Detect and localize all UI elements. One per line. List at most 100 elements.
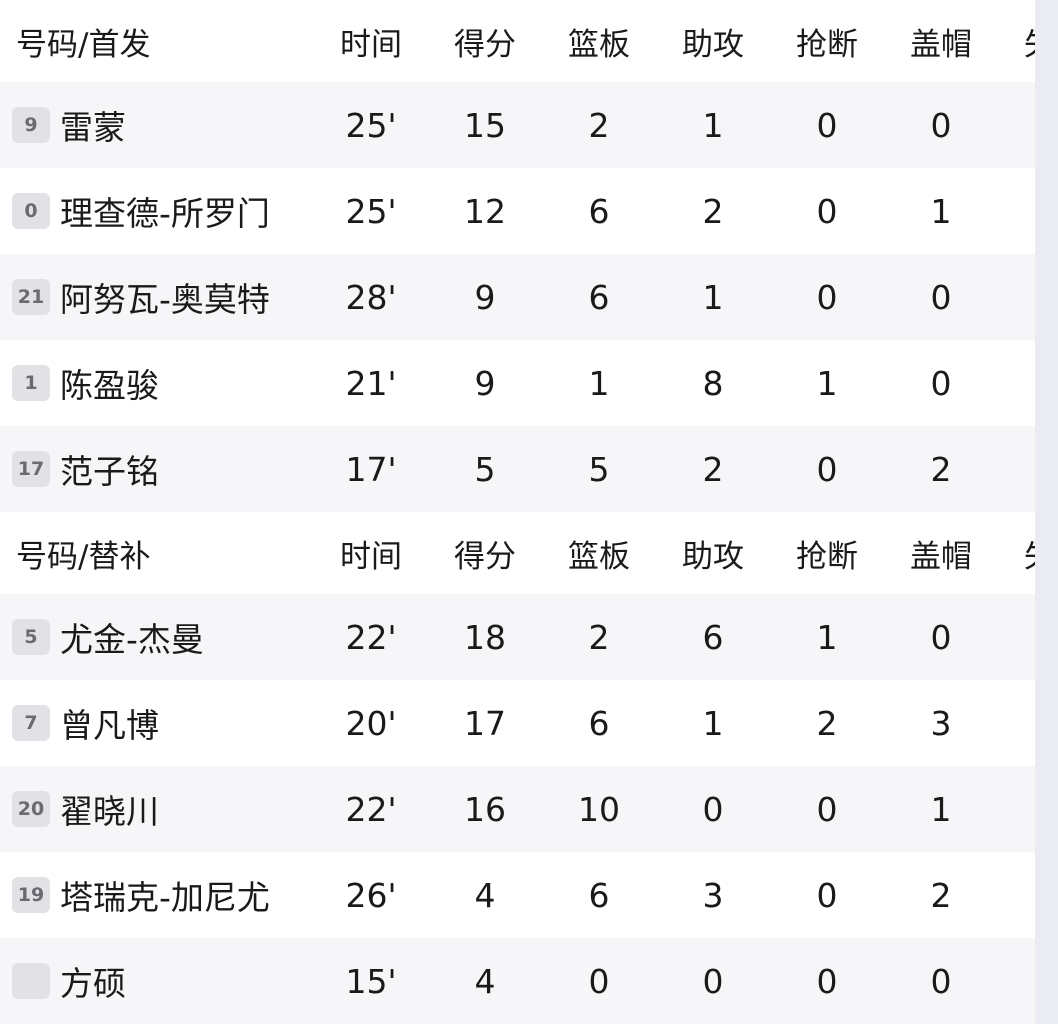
player-row[interactable]: 1 陈盈骏 21' 9 1 8 1 0 (0, 340, 1035, 426)
column-header[interactable]: 篮板 (568, 538, 630, 575)
player-name[interactable]: 尤金-杰曼 (60, 620, 204, 659)
stat-cell: 0 (702, 961, 724, 1001)
stat-cell: 22' (345, 617, 397, 657)
stat-cell: 22' (345, 789, 397, 829)
bench-header-row: 号码/替补 时间 得分 篮板 助攻 抢断 盖帽失误 (0, 512, 1035, 594)
stat-cell: 10 (578, 789, 620, 829)
stat-cell: 0 (816, 875, 838, 915)
player-row[interactable]: 0 理查德-所罗门 25' 12 6 2 0 1 (0, 168, 1035, 254)
stat-cell: 2 (930, 875, 952, 915)
column-header[interactable]: 盖帽 (910, 538, 972, 575)
player-row[interactable]: 方硕 15' 4 0 0 0 0 (0, 938, 1035, 1024)
player-name[interactable]: 范子铭 (60, 452, 159, 491)
player-row[interactable]: 19 塔瑞克-加尼尤 26' 4 6 3 0 2 (0, 852, 1035, 938)
column-header[interactable]: 失误 (998, 19, 1035, 64)
stat-cell: 1 (588, 363, 610, 403)
column-header[interactable]: 得分 (454, 26, 516, 63)
stat-cell: 0 (702, 789, 724, 829)
stat-cell: 0 (816, 449, 838, 489)
player-cell: 7 曾凡博 (0, 699, 314, 747)
stat-cell: 2 (702, 191, 724, 231)
column-header[interactable]: 助攻 (682, 26, 744, 63)
jersey-number-badge: 7 (12, 705, 50, 741)
stat-cell: 1 (702, 277, 724, 317)
column-header[interactable]: 时间 (340, 538, 402, 575)
stat-cell: 0 (930, 617, 952, 657)
stat-cell: 1 (702, 703, 724, 743)
player-name[interactable]: 雷蒙 (60, 108, 126, 147)
player-cell: 方硕 (0, 957, 314, 1005)
player-cell: 21 阿努瓦-奥莫特 (0, 273, 314, 321)
stat-cell: 15' (345, 961, 397, 1001)
stat-cell: 3 (702, 875, 724, 915)
player-cell: 5 尤金-杰曼 (0, 613, 314, 661)
jersey-number-badge: 9 (12, 107, 50, 143)
player-row[interactable]: 20 翟晓川 22' 16 10 0 0 1 (0, 766, 1035, 852)
player-cell: 19 塔瑞克-加尼尤 (0, 871, 314, 919)
stat-cell: 2 (930, 449, 952, 489)
column-header[interactable]: 盖帽 (910, 26, 972, 63)
player-name[interactable]: 陈盈骏 (60, 366, 159, 405)
player-name[interactable]: 塔瑞克-加尼尤 (60, 878, 270, 917)
stat-cell: 0 (930, 363, 952, 403)
stat-cell: 4 (474, 875, 496, 915)
stat-cell: 26' (345, 875, 397, 915)
stat-cell: 0 (816, 961, 838, 1001)
stat-cell: 15 (464, 105, 506, 145)
stat-cell: 25' (345, 105, 397, 145)
player-row[interactable]: 21 阿努瓦-奥莫特 28' 9 6 1 0 0 (0, 254, 1035, 340)
stat-cell: 6 (702, 617, 724, 657)
column-header[interactable]: 失误 (998, 531, 1035, 576)
stat-cell: 0 (588, 961, 610, 1001)
player-name[interactable]: 阿努瓦-奥莫特 (60, 280, 270, 319)
column-header[interactable]: 得分 (454, 538, 516, 575)
stat-cell: 21' (345, 363, 397, 403)
stat-cell: 1 (816, 363, 838, 403)
player-cell: 20 翟晓川 (0, 785, 314, 833)
bench-header-label: 号码/替补 (16, 538, 151, 575)
stat-cell: 1 (930, 191, 952, 231)
stat-cell: 17 (464, 703, 506, 743)
column-header[interactable]: 时间 (340, 26, 402, 63)
column-header[interactable]: 篮板 (568, 26, 630, 63)
stat-cell: 9 (474, 363, 496, 403)
stat-cell: 8 (702, 363, 724, 403)
player-name[interactable]: 方硕 (60, 964, 126, 1003)
stat-cell: 0 (816, 789, 838, 829)
player-row[interactable]: 9 雷蒙 25' 15 2 1 0 0 (0, 82, 1035, 168)
jersey-number-badge: 17 (12, 451, 50, 487)
box-score-table: 号码/首发时间得分篮板助攻抢断盖帽失误9雷蒙25'1521000理查德-所罗门2… (0, 0, 1035, 1024)
stat-cell: 4 (474, 961, 496, 1001)
stat-cell: 1 (816, 617, 838, 657)
player-cell: 1 陈盈骏 (0, 359, 314, 407)
stat-cell: 2 (816, 703, 838, 743)
stat-cell: 20' (345, 703, 397, 743)
player-name[interactable]: 理查德-所罗门 (60, 194, 270, 233)
column-header[interactable]: 助攻 (682, 538, 744, 575)
stat-cell: 3 (930, 703, 952, 743)
player-row[interactable]: 17 范子铭 17' 5 5 2 0 2 (0, 426, 1035, 512)
jersey-number-badge: 21 (12, 279, 50, 315)
stat-cell: 25' (345, 191, 397, 231)
jersey-number-badge: 5 (12, 619, 50, 655)
player-name[interactable]: 曾凡博 (60, 706, 159, 745)
player-row[interactable]: 7 曾凡博 20' 17 6 1 2 3 (0, 680, 1035, 766)
stat-cell: 17' (345, 449, 397, 489)
stat-cell: 0 (816, 191, 838, 231)
jersey-number-badge: 20 (12, 791, 50, 827)
stat-cell: 6 (588, 277, 610, 317)
column-header[interactable]: 抢断 (796, 26, 858, 63)
column-header[interactable]: 抢断 (796, 538, 858, 575)
player-row[interactable]: 5 尤金-杰曼 22' 18 2 6 1 0 (0, 594, 1035, 680)
player-name[interactable]: 翟晓川 (60, 792, 159, 831)
jersey-number-badge (12, 963, 50, 999)
stat-cell: 6 (588, 703, 610, 743)
stat-cell: 2 (702, 449, 724, 489)
starters-header-row: 号码/首发 时间 得分 篮板 助攻 抢断 盖帽失误 (0, 0, 1035, 82)
stat-cell: 0 (816, 105, 838, 145)
stat-cell: 1 (702, 105, 724, 145)
stat-cell: 6 (588, 191, 610, 231)
starters-header-label: 号码/首发 (16, 26, 151, 63)
stat-cell: 16 (464, 789, 506, 829)
stat-cell: 2 (588, 105, 610, 145)
